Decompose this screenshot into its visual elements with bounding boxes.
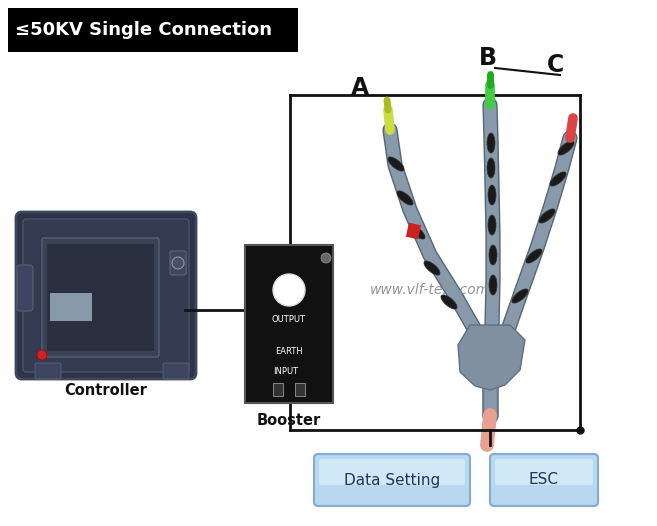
Text: OUTPUT: OUTPUT — [272, 316, 306, 325]
Ellipse shape — [488, 215, 496, 235]
Text: EARTH: EARTH — [275, 348, 303, 357]
FancyBboxPatch shape — [245, 245, 333, 403]
Ellipse shape — [526, 249, 542, 263]
FancyBboxPatch shape — [47, 244, 154, 351]
Text: A: A — [351, 76, 369, 100]
Circle shape — [172, 257, 184, 269]
Text: Controller: Controller — [64, 383, 147, 398]
Ellipse shape — [388, 157, 404, 171]
Text: INPUT: INPUT — [273, 368, 298, 377]
Ellipse shape — [409, 225, 425, 239]
Circle shape — [273, 274, 305, 306]
FancyBboxPatch shape — [50, 293, 92, 321]
Text: www.vlf-test.com: www.vlf-test.com — [370, 283, 490, 297]
FancyBboxPatch shape — [8, 8, 298, 52]
FancyBboxPatch shape — [170, 251, 186, 275]
Ellipse shape — [487, 133, 495, 153]
Polygon shape — [458, 325, 525, 390]
Text: ≤50KV Single Connection: ≤50KV Single Connection — [15, 21, 272, 39]
Text: B: B — [479, 46, 497, 70]
Ellipse shape — [550, 172, 566, 186]
FancyBboxPatch shape — [42, 238, 159, 357]
Ellipse shape — [512, 289, 528, 303]
FancyBboxPatch shape — [319, 459, 465, 485]
Text: Booster: Booster — [257, 413, 321, 428]
Ellipse shape — [487, 158, 495, 178]
FancyBboxPatch shape — [295, 383, 305, 396]
Circle shape — [37, 350, 47, 360]
FancyBboxPatch shape — [490, 454, 598, 506]
Ellipse shape — [489, 275, 497, 295]
FancyBboxPatch shape — [495, 459, 593, 485]
Text: C: C — [547, 53, 564, 77]
Ellipse shape — [397, 191, 413, 205]
Ellipse shape — [488, 185, 496, 205]
FancyBboxPatch shape — [273, 383, 283, 396]
Ellipse shape — [424, 261, 440, 275]
FancyBboxPatch shape — [35, 363, 61, 379]
Circle shape — [321, 253, 331, 263]
Ellipse shape — [558, 141, 574, 155]
Text: Data Setting: Data Setting — [344, 472, 440, 488]
FancyBboxPatch shape — [17, 265, 33, 311]
FancyBboxPatch shape — [163, 363, 189, 379]
Ellipse shape — [489, 245, 497, 265]
FancyBboxPatch shape — [16, 212, 196, 379]
Ellipse shape — [539, 209, 555, 223]
Ellipse shape — [441, 295, 457, 309]
Text: ESC: ESC — [529, 472, 559, 488]
FancyBboxPatch shape — [314, 454, 470, 506]
FancyBboxPatch shape — [23, 219, 189, 372]
